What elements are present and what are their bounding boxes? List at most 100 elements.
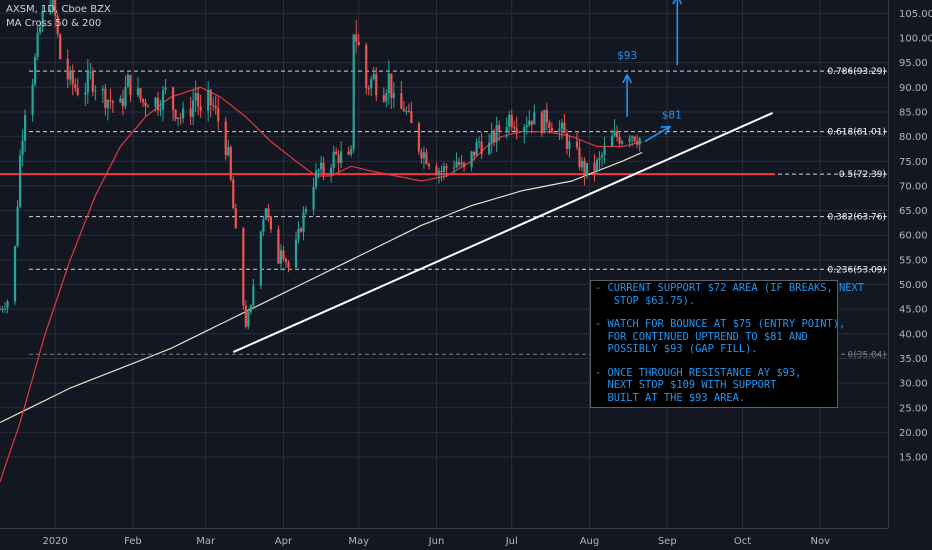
candle-body <box>94 90 97 92</box>
price-tick-label: 35.00 <box>899 354 928 365</box>
candle-body <box>427 164 431 167</box>
candle-body <box>530 120 533 125</box>
candle-body <box>510 115 513 127</box>
candle-body <box>104 88 107 108</box>
candle-body <box>445 166 448 169</box>
candle-body <box>460 162 463 165</box>
candle-body <box>455 161 458 168</box>
price-tick-label: 15.00 <box>899 453 928 464</box>
time-tick-label: Jul <box>505 536 518 547</box>
candle-body <box>139 88 142 99</box>
candle-body <box>457 161 461 165</box>
candle-body <box>119 98 122 103</box>
analysis-note[interactable]: - CURRENT SUPPORT $72 AREA (IF BREAKS, N… <box>590 280 864 408</box>
candle-body <box>410 110 413 124</box>
arrow-head <box>622 73 633 84</box>
candle-body <box>350 149 353 155</box>
candle-body <box>575 141 579 148</box>
arrow-head <box>660 125 672 135</box>
candle-body <box>603 146 606 156</box>
candle-body <box>234 208 237 229</box>
candle-body <box>279 250 283 264</box>
candle-body <box>347 151 350 155</box>
note-line <box>595 307 833 318</box>
candle-body <box>86 71 89 93</box>
drawings: $81$93$109 <box>232 0 774 353</box>
candle-body <box>578 147 581 168</box>
time-tick-label: May <box>348 536 369 547</box>
candle-body <box>337 154 340 164</box>
note-line: - CURRENT SUPPORT $72 AREA (IF BREAKS, N… <box>595 282 864 294</box>
candle-body <box>505 126 508 132</box>
candle-body <box>304 209 308 212</box>
candle-body <box>136 88 140 95</box>
candle-body <box>585 163 589 176</box>
candle-body <box>440 171 443 173</box>
fib-level-label: 0(35.84) <box>847 350 886 360</box>
price-axis[interactable]: 15.00 20.00 25.00 30.00 35.00 40.00 45.00 50.00… <box>888 0 932 528</box>
candle-body <box>287 261 290 268</box>
candle-body <box>490 132 493 143</box>
candle-body <box>392 93 395 98</box>
candle-body <box>49 9 52 12</box>
candle-body <box>214 105 217 109</box>
candle-body <box>262 219 265 232</box>
candle-body <box>340 151 343 164</box>
price-tick-label: 90.00 <box>899 83 928 94</box>
price-tick-label: 85.00 <box>899 107 928 118</box>
candle-body <box>282 250 285 260</box>
candle-body <box>352 34 355 150</box>
price-tick-label: 45.00 <box>899 305 928 316</box>
candle-body <box>400 93 403 109</box>
candle-body <box>224 121 227 156</box>
candle-body <box>405 110 408 112</box>
candle-body <box>437 171 441 175</box>
candle-body <box>550 127 553 132</box>
candle-body <box>229 147 232 180</box>
candle-body <box>470 151 473 168</box>
candle-body <box>21 140 24 156</box>
candle-body <box>478 141 481 143</box>
price-tick-label: 60.00 <box>899 231 928 242</box>
candle-body <box>595 159 599 172</box>
candle-body <box>249 305 252 313</box>
candle-body <box>54 0 57 16</box>
candle-body <box>59 34 62 59</box>
candle-body <box>217 108 220 122</box>
candle-body <box>548 122 551 128</box>
candle-body <box>452 167 456 169</box>
candle-body <box>600 155 604 158</box>
candle-body <box>182 108 185 119</box>
candle-body <box>247 312 250 327</box>
ma200-line <box>0 151 643 424</box>
candle-body <box>212 105 215 107</box>
symbol-title[interactable]: AXSM, 1D, Cboe BZX <box>6 4 111 15</box>
candle-body <box>171 87 175 111</box>
candle-body <box>164 87 167 91</box>
chart-legend: AXSM, 1D, Cboe BZX MA Cross 50 & 200 <box>6 3 111 31</box>
candle-body <box>638 138 641 145</box>
indicator-label[interactable]: MA Cross 50 & 200 <box>6 18 102 29</box>
candle-body <box>370 79 373 89</box>
candle-body <box>194 93 197 101</box>
candle-body <box>23 115 27 141</box>
price-tick-label: 70.00 <box>899 181 928 192</box>
candle-body <box>242 228 245 306</box>
candle-body <box>565 133 569 149</box>
candle-body <box>583 160 586 176</box>
time-tick-label: Jun <box>428 536 445 547</box>
candle-body <box>159 109 162 111</box>
time-axis[interactable]: 2020 Feb Mar Apr May Jun Jul Aug Sep Oct Nov <box>0 528 888 548</box>
candle-body <box>264 208 267 220</box>
candle-body <box>144 102 147 107</box>
candle-body <box>613 130 616 137</box>
candle-body <box>51 0 54 10</box>
candle-body <box>372 73 375 80</box>
candle-body <box>267 208 270 217</box>
candle-body <box>13 246 17 302</box>
price-tick-label: 25.00 <box>899 403 928 414</box>
candle-body <box>402 108 405 112</box>
candle-body <box>56 15 59 35</box>
